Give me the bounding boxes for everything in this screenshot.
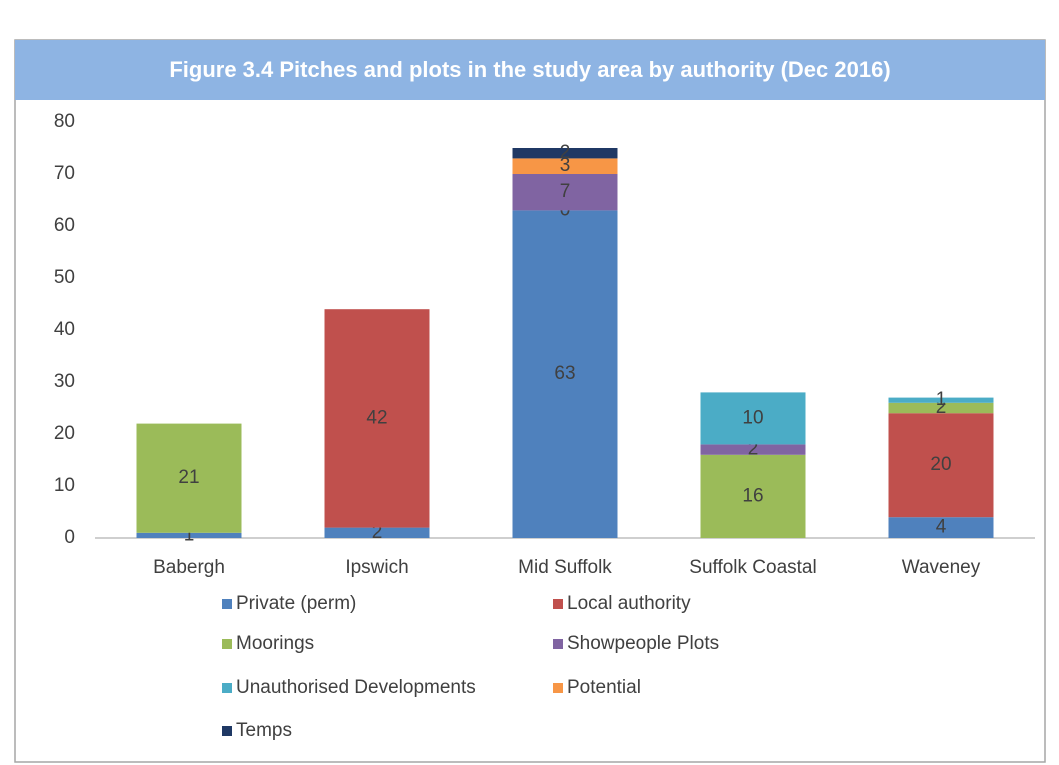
legend-label: Temps (236, 720, 292, 741)
legend-label: Unauthorised Developments (236, 677, 476, 698)
bar-segment (136, 532, 242, 538)
bar-segment (888, 402, 994, 414)
bar-segment (700, 392, 806, 445)
bar-segment (700, 444, 806, 455)
y-tick-label: 40 (54, 319, 75, 340)
bar-segment (888, 517, 994, 538)
bar-segment (512, 174, 618, 211)
legend-label: Local authority (567, 593, 691, 614)
bar-segment (324, 527, 430, 538)
x-tick-label: Suffolk Coastal (689, 557, 816, 578)
bar-segment (888, 413, 994, 518)
legend-swatch (222, 683, 232, 693)
y-tick-label: 10 (54, 475, 75, 496)
y-tick-label: 70 (54, 163, 75, 184)
bar-segment (888, 397, 994, 403)
x-tick-label: Waveney (902, 557, 981, 578)
legend-swatch (553, 683, 563, 693)
data-label: 63 (554, 363, 575, 384)
data-label: 16 (742, 485, 763, 506)
data-label: 7 (560, 181, 571, 202)
legend-swatch (222, 726, 232, 736)
title-bar (15, 40, 1045, 100)
data-label: 3 (560, 155, 571, 176)
data-label: 1 (184, 524, 195, 545)
x-tick-label: Babergh (153, 557, 225, 578)
bar-segment (700, 454, 806, 538)
bar-segment (512, 158, 618, 174)
bar-segment (136, 423, 242, 533)
data-label: 2 (560, 142, 571, 163)
data-label: 4 (936, 517, 947, 538)
data-label: 10 (742, 407, 763, 428)
y-tick-label: 60 (54, 215, 75, 236)
legend-swatch (553, 599, 563, 609)
data-label: 2 (936, 397, 947, 418)
legend-swatch (222, 639, 232, 649)
bar-segment (512, 148, 618, 159)
x-tick-label: Ipswich (345, 557, 408, 578)
data-label: 21 (178, 467, 199, 488)
legend-label: Potential (567, 677, 641, 698)
legend-label: Moorings (236, 633, 314, 654)
data-label: 2 (372, 522, 383, 543)
data-label: 42 (366, 407, 387, 428)
bar-segment (512, 210, 618, 538)
legend-swatch (553, 639, 563, 649)
chart-title: Figure 3.4 Pitches and plots in the stud… (169, 57, 890, 82)
legend-swatch (222, 599, 232, 609)
x-tick-label: Mid Suffolk (518, 557, 612, 578)
y-tick-label: 80 (54, 111, 75, 132)
y-tick-label: 20 (54, 423, 75, 444)
y-tick-label: 0 (64, 527, 75, 548)
data-label: 2 (748, 439, 759, 460)
y-tick-label: 50 (54, 267, 75, 288)
legend-label: Showpeople Plots (567, 633, 719, 654)
data-label: 20 (930, 454, 951, 475)
data-label: 1 (936, 389, 947, 410)
bar-segment (324, 309, 430, 528)
legend-label: Private (perm) (236, 593, 356, 614)
y-tick-label: 30 (54, 371, 75, 392)
